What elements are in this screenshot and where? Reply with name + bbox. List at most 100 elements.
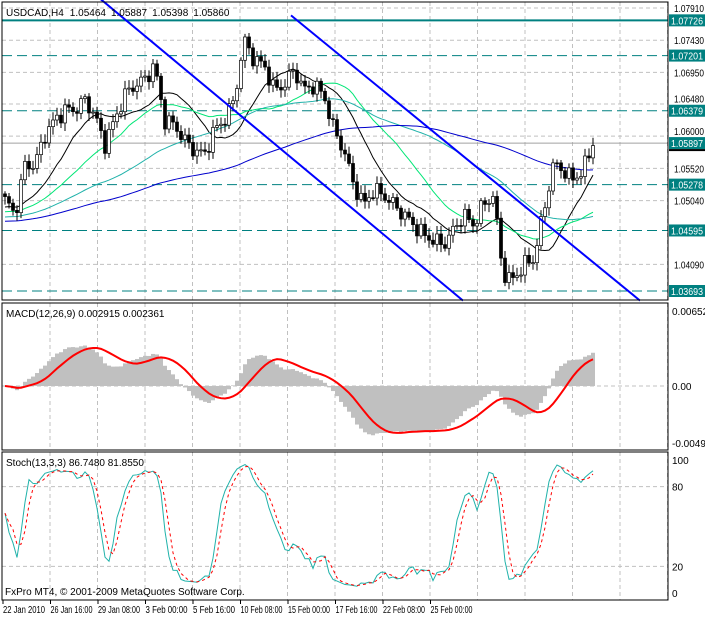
macd-histogram-bar [127, 361, 131, 386]
candle-body [91, 111, 95, 114]
candle-body [527, 255, 531, 264]
macd-histogram-bar [343, 386, 347, 407]
macd-histogram-bar [175, 379, 179, 386]
macd-histogram-bar [35, 373, 39, 386]
candle-body [251, 47, 255, 67]
macd-histogram-bar [167, 370, 171, 386]
macd-histogram-bar [47, 361, 51, 386]
candle-body [387, 199, 391, 203]
macd-histogram-bar [159, 358, 163, 386]
candle-body [139, 76, 143, 87]
macd-histogram-bar [307, 375, 311, 386]
candle-body [435, 233, 439, 245]
macd-histogram-bar [171, 374, 175, 386]
candle-body [79, 98, 83, 114]
macd-histogram-bar [303, 374, 307, 386]
macd-histogram-bar [371, 386, 375, 436]
macd-histogram-bar [395, 386, 399, 432]
candle-body [195, 149, 199, 157]
macd-histogram-bar [63, 349, 67, 386]
stoch-tick-label: 20 [672, 562, 684, 573]
macd-histogram-bar [283, 369, 287, 386]
candle-body [335, 119, 339, 137]
candle-body [399, 207, 403, 220]
macd-histogram-bar [479, 386, 483, 401]
stoch-main-line [4, 463, 594, 587]
macd-histogram-bar [19, 386, 23, 387]
candle-body [315, 80, 319, 95]
macd-histogram-bar [255, 355, 259, 386]
candle-body [115, 113, 119, 123]
copyright-text: FxPro MT4, © 2001-2009 MetaQuotes Softwa… [5, 587, 245, 598]
candle-body [223, 123, 227, 126]
candle-body [491, 196, 495, 204]
macd-histogram-bar [463, 386, 467, 412]
macd-histogram-bar [235, 380, 239, 386]
candle-body [443, 244, 447, 249]
macd-histogram-bar [67, 347, 71, 386]
candle-body [299, 80, 303, 84]
candle-body [259, 56, 263, 62]
candle-body [27, 161, 31, 170]
candle-body [171, 115, 175, 123]
level-label: 1.05278 [671, 181, 703, 192]
macd-pane [4, 345, 595, 436]
macd-histogram-bar [563, 363, 567, 386]
macd-histogram-bar [315, 378, 319, 386]
macd-histogram-bar [487, 386, 491, 395]
candle-body [275, 79, 279, 88]
macd-histogram-bar [111, 366, 115, 386]
candle-body [367, 197, 371, 202]
macd-histogram-bar [583, 356, 587, 386]
candle-body [591, 145, 595, 159]
candle-body [499, 217, 503, 259]
moving-average-ma100 [4, 125, 594, 222]
candle-body [391, 197, 395, 203]
candle-body [207, 151, 211, 153]
macd-histogram-bar [403, 386, 407, 432]
candle-body [31, 168, 35, 170]
candle-body [483, 200, 487, 205]
candle-body [19, 179, 23, 214]
candle-body [531, 262, 535, 265]
trendline [100, 0, 464, 302]
macd-histogram-bar [23, 381, 27, 386]
candle-body [423, 223, 427, 236]
macd-histogram-bar [459, 386, 463, 417]
macd-histogram-bar [367, 386, 371, 435]
macd-histogram-bar [219, 386, 223, 396]
macd-histogram-bar [387, 386, 391, 433]
trendlines[interactable] [100, 0, 641, 302]
macd-histogram-bar [107, 365, 111, 386]
candle-body [463, 208, 467, 227]
candle-body [103, 130, 107, 154]
candle-body [427, 235, 431, 241]
time-tick-label: 17 Feb 16:00 [336, 605, 378, 616]
candle-body [255, 56, 259, 67]
macd-histogram-bar [439, 386, 443, 429]
candle-body [3, 193, 7, 197]
candle-body [127, 87, 131, 90]
macd-histogram-bar [323, 382, 327, 386]
candle-body [39, 141, 43, 156]
candle-body [587, 155, 591, 159]
macd-histogram-bar [355, 386, 359, 425]
macd-histogram-bar [491, 386, 495, 391]
level-label: 1.03693 [671, 287, 703, 298]
macd-histogram-bar [291, 369, 295, 386]
moving-average-ma55 [4, 98, 594, 221]
macd-histogram-bar [587, 355, 591, 386]
candle-body [487, 203, 491, 205]
macd-histogram-bar [147, 355, 151, 386]
macd-tick-label: 0.00652 [672, 307, 705, 318]
time-tick-label: 26 Jan 16:00 [51, 605, 93, 616]
candle-body [111, 121, 115, 130]
macd-histogram-bar [379, 386, 383, 434]
candle-body [135, 85, 139, 92]
price-tick-label: 1.06950 [674, 68, 704, 79]
macd-histogram-bar [331, 386, 335, 392]
macd-histogram-bar [215, 386, 219, 398]
macd-histogram-bar [527, 386, 531, 415]
